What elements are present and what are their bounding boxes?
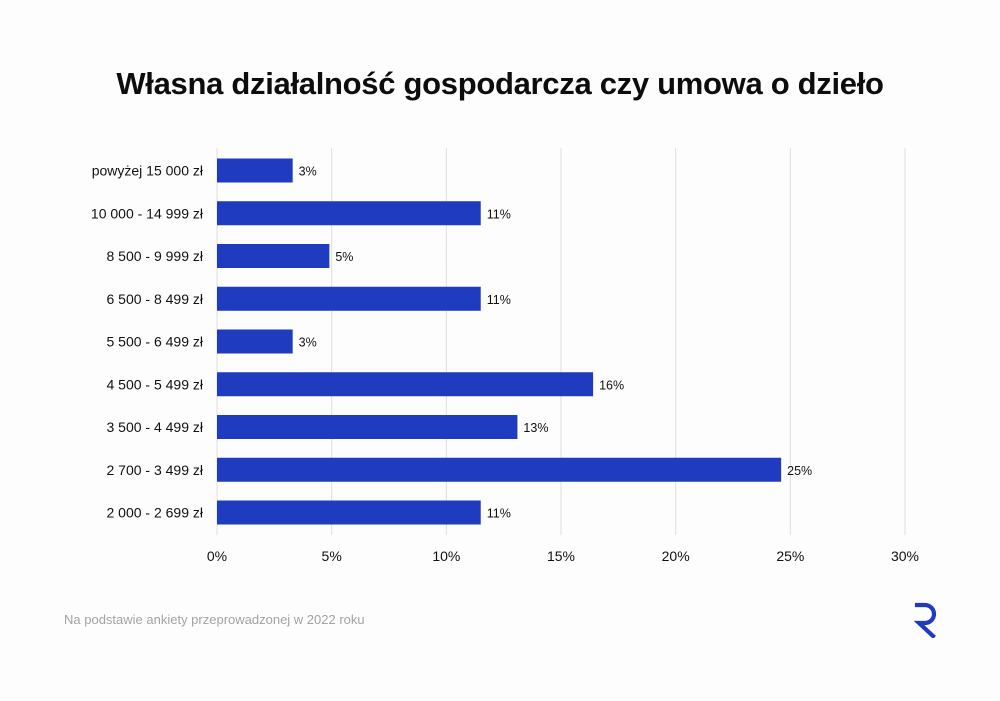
r-logo-icon [913,602,937,638]
bar [217,457,782,482]
x-tick-labels: 0% 5% 10% 15% 20% 25% 30% [207,548,919,564]
x-tick-label: 10% [432,548,460,564]
data-label: 3% [299,165,317,179]
x-tick-label: 25% [776,548,804,564]
data-labels: 3% 11% 5% 11% 3% 16% 13% 25% 11% [299,165,813,521]
category-label: 2 000 - 2 699 zł [106,505,203,521]
chart-title: Własna działalność gospodarcza czy umowa… [116,66,884,101]
category-label: 10 000 - 14 999 zł [91,205,204,221]
bar [217,201,481,226]
data-label: 16% [599,378,624,392]
bars [217,158,782,525]
data-label: 11% [487,507,511,521]
category-label: 4 500 - 5 499 zł [106,376,203,392]
bar [217,286,481,311]
bar [217,500,481,525]
category-labels: powyżej 15 000 zł 10 000 - 14 999 zł 8 500… [91,163,204,521]
data-label: 11% [487,293,511,307]
data-label: 5% [335,250,353,264]
data-label: 11% [487,207,511,221]
x-tick-label: 30% [891,548,919,564]
bar [217,244,330,268]
category-label: 6 500 - 8 499 zł [106,291,203,307]
data-label: 3% [299,336,317,350]
x-tick-label: 20% [662,548,690,564]
x-tick-label: 15% [547,548,575,564]
category-label: powyżej 15 000 zł [92,163,204,179]
data-label: 13% [523,421,548,435]
bar [217,329,293,354]
footnote: Na podstawie ankiety przeprowadzonej w 2… [64,612,365,627]
bar [217,158,293,183]
bar [217,372,594,397]
x-tick-label: 5% [322,548,342,564]
data-label: 25% [787,464,812,478]
category-label: 8 500 - 9 999 zł [106,248,203,264]
x-tick-label: 0% [207,548,227,564]
category-label: 2 700 - 3 499 zł [106,462,203,478]
category-label: 3 500 - 4 499 zł [106,419,203,435]
bar [217,415,518,439]
category-label: 5 500 - 6 499 zł [106,334,203,350]
